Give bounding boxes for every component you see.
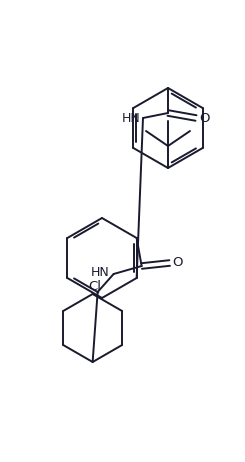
Text: Cl: Cl [88, 280, 101, 292]
Text: O: O [199, 111, 209, 124]
Text: HN: HN [122, 111, 140, 124]
Text: HN: HN [90, 267, 109, 280]
Text: O: O [172, 256, 183, 269]
